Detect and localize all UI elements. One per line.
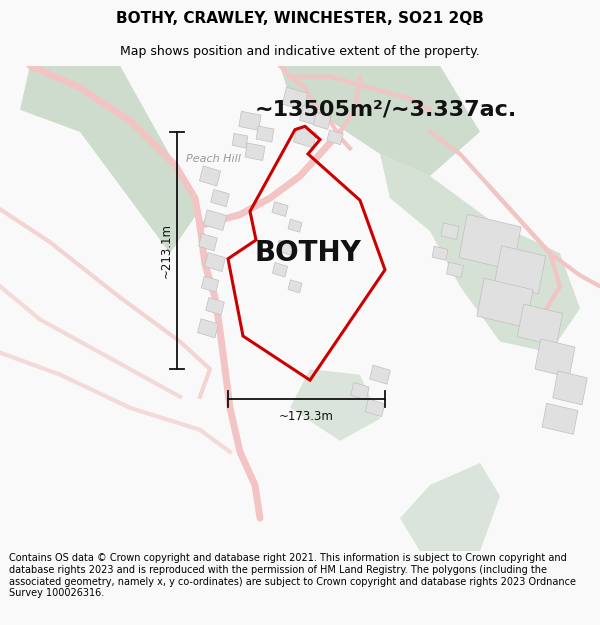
Bar [199,166,221,186]
Bar [459,214,521,270]
Bar [477,278,533,328]
Bar [272,262,287,277]
Bar [553,371,587,405]
Bar [370,365,391,384]
Bar [203,210,226,231]
Bar [327,130,343,145]
Polygon shape [380,154,580,352]
Bar [256,126,274,142]
Bar [446,262,463,278]
Polygon shape [290,369,380,441]
Bar [272,202,288,216]
Bar [313,112,331,129]
Bar [199,234,217,251]
Bar [202,276,218,292]
Text: Contains OS data © Crown copyright and database right 2021. This information is : Contains OS data © Crown copyright and d… [9,553,576,598]
Bar [293,127,316,148]
Bar [197,319,218,338]
Bar [206,298,224,315]
Bar [288,219,302,232]
Bar [542,403,578,434]
Text: ~213.1m: ~213.1m [160,223,173,278]
Bar [239,111,261,131]
Bar [211,189,229,207]
Polygon shape [20,66,200,253]
Text: Peach Hill: Peach Hill [186,154,241,164]
Bar [283,87,308,111]
Bar [365,399,385,417]
Text: BOTHY: BOTHY [254,239,361,268]
Polygon shape [280,66,480,176]
Bar [232,133,248,148]
Bar [277,240,293,255]
Polygon shape [400,463,500,551]
Bar [351,382,369,400]
Bar [288,280,302,293]
Bar [245,143,265,161]
Bar [432,246,448,260]
Text: BOTHY, CRAWLEY, WINCHESTER, SO21 2QB: BOTHY, CRAWLEY, WINCHESTER, SO21 2QB [116,11,484,26]
Text: ~13505m²/~3.337ac.: ~13505m²/~3.337ac. [255,100,517,120]
Text: ~173.3m: ~173.3m [279,410,334,423]
Bar [517,304,563,346]
Bar [494,246,545,294]
Bar [441,223,459,239]
Text: Map shows position and indicative extent of the property.: Map shows position and indicative extent… [120,45,480,58]
Bar [299,105,320,126]
Bar [205,253,226,272]
Bar [535,339,575,377]
